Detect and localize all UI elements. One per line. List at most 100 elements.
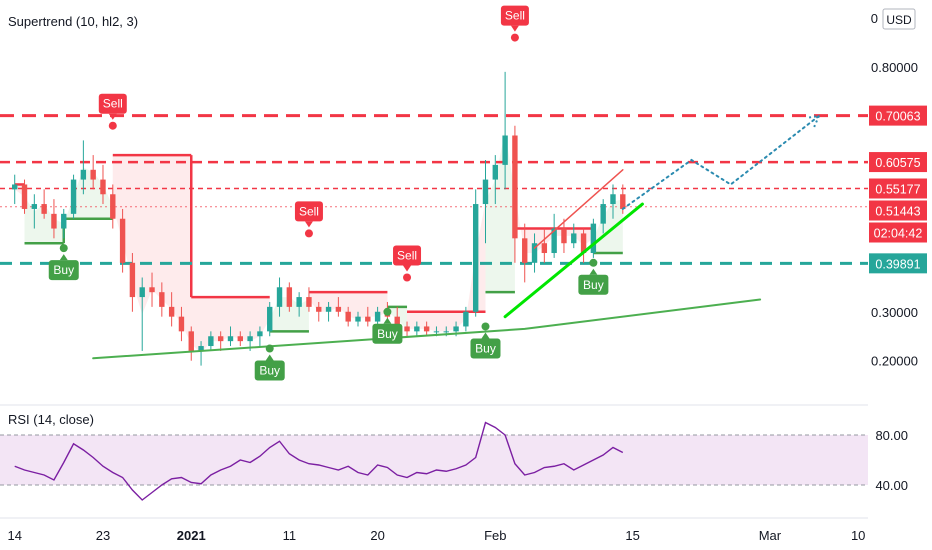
candle-body [561, 228, 567, 244]
signal-label: Buy [53, 263, 74, 277]
candle [188, 326, 194, 361]
candle-body [325, 306, 332, 312]
candle-body [512, 135, 518, 239]
price-tag-label: 02:04:42 [874, 226, 923, 240]
signal-box [294, 201, 323, 222]
candle-body [541, 243, 548, 254]
candle [21, 179, 28, 214]
rsi-tick-label: 40.00 [875, 478, 908, 493]
price-tag: 0.39891 [869, 253, 927, 274]
candle-body [51, 213, 57, 229]
candle [463, 306, 469, 332]
time-tick-label: Feb [484, 528, 506, 543]
candle-body [472, 204, 479, 312]
candle-body [433, 331, 440, 333]
trend-line-short-support[interactable] [503, 202, 644, 319]
candle [61, 208, 67, 239]
candle [90, 155, 96, 190]
candle-body [286, 287, 293, 307]
signal-label: Buy [475, 341, 496, 355]
projection-arrowhead [806, 114, 821, 128]
price-tag-label: 0.70063 [875, 110, 920, 124]
candle-body [571, 233, 577, 244]
candle-body [90, 169, 96, 180]
time-tick-label: 14 [7, 528, 21, 543]
candle [149, 272, 155, 307]
price-tag: 0.51443 [869, 200, 927, 221]
trend-line-long-support[interactable] [92, 298, 762, 360]
time-tick-label: 15 [625, 528, 639, 543]
signal-dot [304, 229, 313, 238]
candle [296, 292, 302, 317]
currency-label: USD [886, 13, 912, 27]
signal-box [48, 260, 79, 281]
signal-dot [383, 307, 392, 316]
price-tick-label-top: 0 [871, 11, 878, 26]
price-levels-layer [0, 114, 868, 265]
candle-body [463, 311, 469, 327]
candle [541, 228, 548, 263]
trend-line-projection[interactable] [621, 114, 820, 210]
candle-body [217, 336, 224, 342]
currency-button[interactable]: USD [882, 8, 916, 30]
trend-lines-layer[interactable] [92, 114, 821, 360]
signal-pointer [383, 317, 392, 324]
candle [41, 189, 47, 219]
signal-buy: Buy [578, 258, 609, 295]
signal-dot [59, 244, 68, 253]
candle-body [237, 336, 243, 342]
trend-line-wedge-top[interactable] [533, 169, 624, 249]
candle-body [620, 194, 626, 209]
candle-body [453, 326, 459, 332]
signal-dot [589, 258, 598, 267]
candle [217, 331, 224, 351]
price-tag-box [869, 222, 927, 243]
time-tick-label: 20 [370, 528, 384, 543]
candle-body [80, 169, 87, 180]
supertrend-fill [485, 130, 515, 293]
rsi-label[interactable]: RSI (14, close) [8, 412, 94, 427]
supertrend-fill [407, 201, 486, 332]
candle-body [551, 228, 557, 254]
candle [355, 311, 361, 327]
signal-sell: Sell [393, 245, 422, 282]
signal-sell: Sell [98, 93, 127, 130]
candle [208, 331, 214, 351]
time-tick-label: 23 [96, 528, 110, 543]
candle [100, 164, 106, 205]
price-tag-box [869, 152, 927, 173]
indicator-label[interactable]: Supertrend (10, hl2, 3) [8, 14, 138, 29]
price-tag-label: 0.39891 [875, 257, 920, 271]
candle-body [70, 179, 77, 214]
candle [267, 301, 273, 337]
candle [522, 223, 528, 283]
candle-body [355, 316, 361, 322]
signal-label: Buy [377, 327, 398, 341]
candle [492, 155, 498, 205]
signal-dot [265, 344, 274, 353]
candle-body [276, 287, 283, 307]
price-tags-layer: 0.70063 0.60575 0.55177 0.51443 02:04:42 0.39… [869, 105, 927, 274]
signal-buy: Buy [48, 244, 79, 281]
candle [512, 125, 518, 263]
signal-sell: Sell [294, 201, 323, 238]
candle [414, 321, 420, 337]
candle [129, 253, 136, 312]
candle [590, 218, 597, 258]
candle [345, 306, 351, 327]
signal-pointer [481, 332, 490, 339]
signal-dot [510, 33, 519, 42]
candle [580, 228, 587, 263]
price-tag: 0.55177 [869, 178, 927, 199]
candle-body [31, 204, 38, 209]
candle-body [21, 184, 28, 209]
candle [316, 301, 322, 322]
candle [472, 189, 479, 317]
price-tag: 0.60575 [869, 152, 927, 173]
candle-body [168, 306, 175, 317]
candle-body [208, 336, 214, 347]
candle [119, 208, 126, 273]
signal-pointer [510, 25, 519, 32]
candle-body [580, 233, 587, 254]
